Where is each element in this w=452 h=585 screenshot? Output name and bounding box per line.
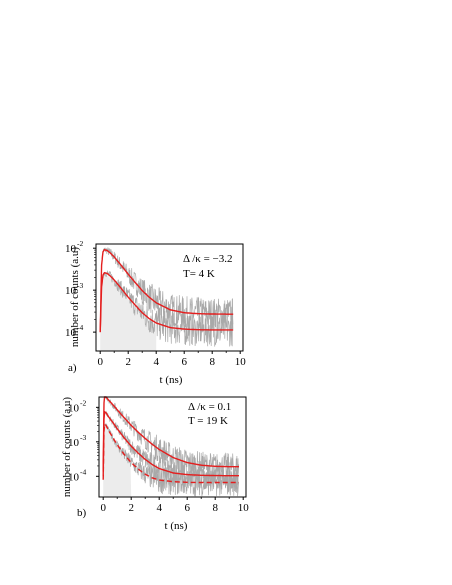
y-tick-label: 10 (68, 402, 80, 414)
y-tick-exponent: -4 (80, 467, 86, 476)
fit-curves-b (102, 396, 239, 484)
x-tick-label: 4 (156, 502, 162, 514)
y-axis-label-a: number of counts (a.u) (69, 247, 81, 348)
fit-curve-3 (102, 423, 239, 484)
x-axis-label-b: t (ns) (165, 520, 188, 532)
x-axis-label-a: t (ns) (160, 374, 183, 386)
x-tick-label: 10 (238, 502, 250, 514)
fit-curve-1 (102, 396, 239, 471)
x-tick-label: 0 (97, 356, 103, 368)
y-tick-label: 10 (68, 471, 80, 483)
y-tick-exponent: -3 (77, 281, 83, 290)
x-tick-label: 2 (128, 502, 134, 514)
noise-trace (100, 247, 234, 331)
x-tick-label: 0 (100, 502, 106, 514)
plot-frame-a (95, 243, 244, 352)
x-tick-label: 8 (209, 356, 215, 368)
noise-trace (103, 423, 240, 497)
y-tick-label: 10 (68, 437, 80, 449)
fit-curve-2 (102, 410, 239, 477)
y-tick-label: 10 (65, 243, 77, 255)
y-tick-exponent: -3 (80, 433, 86, 442)
shaded-area (103, 425, 132, 497)
x-tick-label: 8 (212, 502, 218, 514)
fit-curve-2 (99, 271, 234, 333)
panel-label-a: a) (68, 362, 77, 374)
x-tick-label: 10 (235, 356, 247, 368)
annotation-temperature-a: T= 4 K (183, 268, 215, 280)
annotation-detuning-b: Δ /κ = 0.1 (188, 401, 231, 413)
y-tick-label: 10 (65, 285, 77, 297)
panel-label-b: b) (77, 507, 87, 519)
noise-trace (100, 270, 234, 347)
fit-curve-1 (99, 248, 234, 333)
shaded-area (100, 274, 157, 351)
noise-traces-a (100, 247, 234, 351)
y-axis-label-b: number of counts (a.u) (61, 397, 73, 498)
y-tick-label: 10 (65, 327, 77, 339)
y-tick-exponent: -2 (77, 239, 83, 248)
x-tick-label: 6 (181, 356, 187, 368)
y-tick-exponent: -4 (77, 323, 83, 332)
fit-curves-a (99, 248, 234, 333)
annotation-detuning-a: Δ /κ = −3.2 (183, 253, 232, 265)
annotation-temperature-b: T = 19 K (188, 415, 228, 427)
x-tick-label: 4 (153, 356, 159, 368)
y-tick-exponent: -2 (80, 398, 86, 407)
x-tick-label: 2 (125, 356, 131, 368)
x-tick-label: 6 (184, 502, 190, 514)
